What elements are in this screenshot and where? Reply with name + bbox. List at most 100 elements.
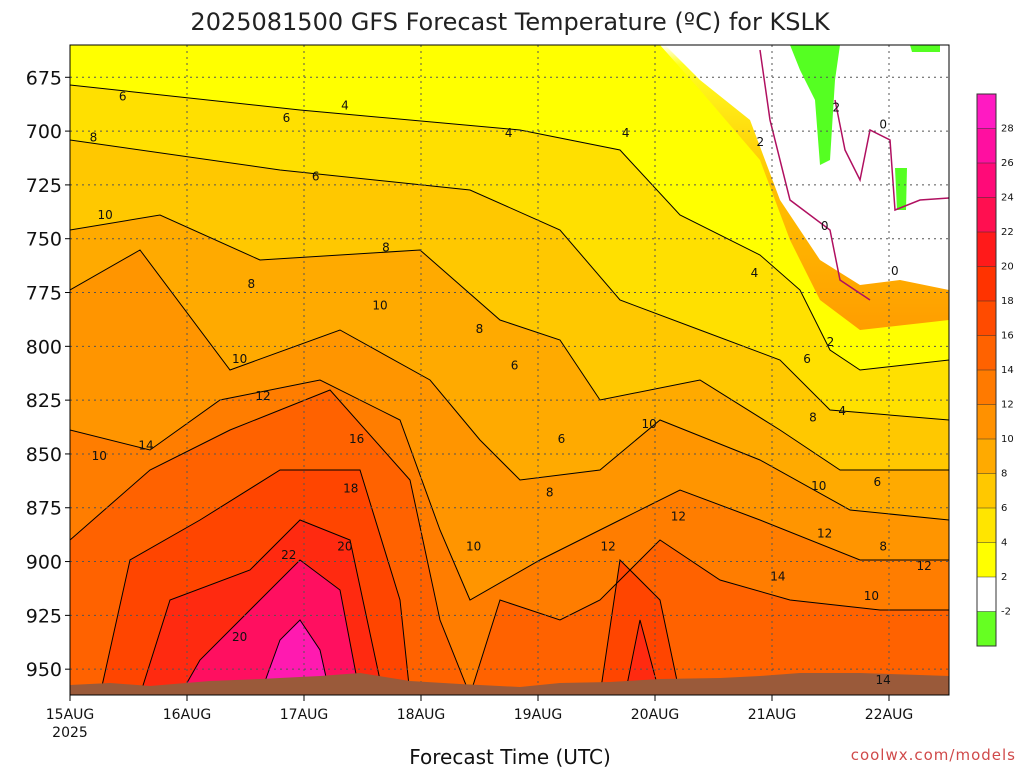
contour-label-43: 12 bbox=[916, 559, 931, 573]
contour-line-5 bbox=[70, 389, 949, 695]
x-tick-label-17AUG: 17AUG bbox=[280, 707, 329, 723]
contour-line-9 bbox=[259, 619, 331, 695]
colorbar-swatch-0 bbox=[977, 94, 996, 129]
colorbar-swatch-10 bbox=[977, 439, 996, 474]
contour-label-38: 10 bbox=[811, 479, 826, 493]
credit-text: coolwx.com/models bbox=[851, 746, 1016, 764]
colorbar-swatch-14 bbox=[977, 577, 996, 612]
terrain-ground bbox=[70, 673, 949, 695]
subzero-region-3 bbox=[910, 45, 940, 52]
colorbar-label-14: 14 bbox=[1001, 365, 1014, 376]
colorbar-swatch-1 bbox=[977, 128, 996, 164]
colorbar-swatch-7 bbox=[977, 335, 996, 371]
contour-line-3 bbox=[70, 249, 949, 695]
colorbar-swatch-13 bbox=[977, 542, 996, 578]
y-tick-label-900: 900 bbox=[26, 552, 62, 574]
contour-label-23: 8 bbox=[546, 486, 554, 500]
y-tick-label-725: 725 bbox=[26, 175, 62, 197]
contour-label-37: 8 bbox=[809, 410, 817, 424]
contour-label-21: 6 bbox=[511, 359, 519, 373]
contour-label-6: 8 bbox=[248, 277, 256, 291]
y-tick-label-850: 850 bbox=[26, 444, 62, 466]
contour-label-0: 6 bbox=[119, 90, 127, 104]
contour-line-0 bbox=[70, 84, 949, 695]
x-tick-label-16AUG: 16AUG bbox=[163, 707, 212, 723]
contour-label-18: 4 bbox=[505, 126, 513, 140]
y-tick-label-800: 800 bbox=[26, 336, 62, 358]
colorbar: 28 26 24 22 20 18 16 14 12 10 8 6 4 2 -2 bbox=[976, 93, 1014, 647]
colorbar-swatch-2 bbox=[977, 163, 996, 198]
contour-label-31: 0 bbox=[879, 118, 887, 132]
contour-label-13: 16 bbox=[349, 432, 364, 446]
contour-label-39: 12 bbox=[817, 527, 832, 541]
colorbar-label-24: 24 bbox=[1001, 193, 1014, 204]
contour-label-36: 6 bbox=[803, 352, 811, 366]
plot-frame bbox=[69, 44, 950, 696]
contour-label-15: 20 bbox=[337, 539, 352, 553]
contour-label-2: 10 bbox=[97, 208, 112, 222]
contour-line-2 bbox=[70, 214, 949, 695]
x-year-label: 2025 bbox=[52, 725, 88, 741]
colorbar-label-20: 20 bbox=[1001, 262, 1014, 273]
y-tick-label-925: 925 bbox=[26, 605, 62, 627]
contour-label-9: 10 bbox=[232, 352, 247, 366]
colorbar-label-6: 6 bbox=[1001, 503, 1007, 514]
colorbar-label--2: -2 bbox=[1001, 607, 1011, 618]
colorbar-swatch-9 bbox=[977, 404, 996, 440]
contour-label-8: 10 bbox=[372, 298, 387, 312]
x-tick-label-20AUG: 20AUG bbox=[631, 707, 680, 723]
contour-label-3: 6 bbox=[283, 111, 291, 125]
x-axis-label: Forecast Time (UTC) bbox=[409, 745, 611, 768]
colorbar-swatch-5 bbox=[977, 266, 996, 302]
y-axis: 675 700 725 750 775 800 825 850 875 900 925 950 bbox=[26, 67, 70, 681]
contour-label-25: 12 bbox=[601, 539, 616, 553]
contour-label-19: 4 bbox=[622, 126, 630, 140]
x-tick-label-21AUG: 21AUG bbox=[748, 707, 797, 723]
colorbar-swatch-12 bbox=[977, 508, 996, 543]
colorbar-label-16: 16 bbox=[1001, 331, 1014, 342]
contour-label-32: 0 bbox=[821, 219, 829, 233]
contour-label-45: 14 bbox=[876, 673, 891, 687]
colorbar-swatch-11 bbox=[977, 473, 996, 509]
y-tick-label-825: 825 bbox=[26, 390, 62, 412]
colorbar-label-28: 28 bbox=[1001, 124, 1014, 135]
colorbar-swatch-6 bbox=[977, 301, 996, 336]
contour-label-4: 4 bbox=[341, 98, 349, 112]
contour-label-12: 10 bbox=[92, 449, 107, 463]
y-tick-label-775: 775 bbox=[26, 283, 62, 305]
x-tick-label-15AUG: 15AUG bbox=[46, 707, 95, 723]
subzero-region-2 bbox=[895, 168, 907, 210]
y-tick-label-700: 700 bbox=[26, 121, 62, 143]
contour-label-7: 8 bbox=[382, 240, 390, 254]
contour-label-29: 4 bbox=[751, 266, 759, 280]
y-tick-label-675: 675 bbox=[26, 67, 62, 89]
contour-label-1: 8 bbox=[90, 131, 98, 145]
zero-contour-line bbox=[759, 49, 871, 301]
temperature-bands bbox=[70, 45, 949, 695]
colorbar-label-4: 4 bbox=[1001, 538, 1007, 549]
colorbar-swatch-4 bbox=[977, 232, 996, 267]
colorbar-swatch-15 bbox=[977, 611, 996, 647]
colorbar-label-22: 22 bbox=[1001, 227, 1014, 238]
y-tick-label-875: 875 bbox=[26, 498, 62, 520]
zero-contour-line-2 bbox=[834, 99, 949, 212]
colorbar-swatch-8 bbox=[977, 370, 996, 405]
colorbar-label-10: 10 bbox=[1001, 434, 1014, 445]
contour-label-24: 10 bbox=[466, 539, 481, 553]
contour-label-10: 12 bbox=[255, 389, 270, 403]
cold-region bbox=[665, 45, 949, 290]
y-tick-label-950: 950 bbox=[26, 659, 62, 681]
contour-lines bbox=[70, 49, 949, 695]
contour-label-35: 4 bbox=[838, 404, 846, 418]
chart-title: 2025081500 GFS Forecast Temperature (ºC)… bbox=[190, 8, 830, 36]
colorbar-label-2: 2 bbox=[1001, 572, 1007, 583]
contour-label-16: 22 bbox=[281, 548, 296, 562]
contour-line-6 bbox=[99, 469, 681, 695]
contour-label-28: 2 bbox=[756, 135, 764, 149]
contour-line-4 bbox=[70, 379, 949, 695]
x-axis: 15AUG 16AUG 17AUG 18AUG 19AUG 20AUG 21AUG 22AUG bbox=[46, 695, 913, 723]
y-tick-label-750: 750 bbox=[26, 229, 62, 251]
